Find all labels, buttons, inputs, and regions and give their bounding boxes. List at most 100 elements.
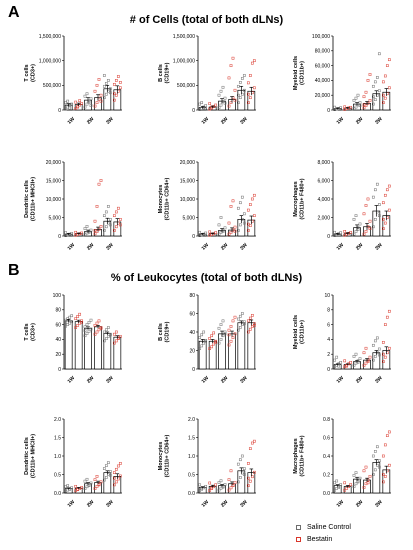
chart-a-4-point xyxy=(102,229,106,232)
chart-a-3-ylabel-line: Myeloid cells xyxy=(293,56,299,90)
chart-a-1-point xyxy=(112,82,116,86)
chart-a-1-point xyxy=(118,86,122,90)
chart-a-3-point xyxy=(383,74,387,78)
chart-a-2-point xyxy=(204,104,208,107)
chart-a-3-point xyxy=(352,107,356,110)
chart-b-5-point xyxy=(238,476,242,479)
chart-a-2-point xyxy=(242,74,246,77)
legend-bestatin-label: Bestatin xyxy=(307,535,333,543)
chart-b-3-point xyxy=(381,360,385,363)
chart-b-6-point xyxy=(383,443,387,447)
chart-b-2-point xyxy=(223,332,227,336)
chart-b-2-ytick-label: 20 xyxy=(189,348,195,354)
chart-a-5-point xyxy=(219,216,223,219)
chart-b-4-point xyxy=(95,475,99,478)
chart-a-2-ytick-label: 500,000 xyxy=(177,83,195,89)
chart-b-4-point xyxy=(83,487,87,490)
chart-b-1-point xyxy=(78,312,82,316)
chart-b-2-point xyxy=(252,322,256,326)
chart-a-1-point xyxy=(116,75,120,78)
chart-b-6-point xyxy=(352,485,356,488)
chart-a-6-point xyxy=(364,230,368,233)
chart-a-2-point xyxy=(198,102,202,106)
chart-b-1-point xyxy=(68,321,72,325)
chart-b-3-point xyxy=(362,351,366,355)
chart-b-6-point xyxy=(343,488,347,492)
chart-a-3-point xyxy=(354,96,358,100)
chart-b-1-point xyxy=(112,332,116,336)
chart-a-5-point xyxy=(233,229,237,233)
chart-b-4-ytick-label: 2.0 xyxy=(54,417,61,423)
chart-a-4-ytick-label: 10,000 xyxy=(46,197,62,203)
legend-item-saline: Saline Control xyxy=(296,521,351,533)
chart-a-1-point xyxy=(108,91,112,95)
chart-a-6-point xyxy=(366,197,370,201)
chart-b-1-point xyxy=(93,323,97,327)
chart-a-4-point xyxy=(118,218,122,221)
chart-a-6-point xyxy=(354,230,358,233)
chart-a-4-point xyxy=(99,225,103,228)
chart-a-4-point xyxy=(114,225,118,229)
chart-a-2-point xyxy=(223,96,227,100)
chart-a-3-ytick-label: 0 xyxy=(327,108,330,114)
chart-a-2-point xyxy=(227,76,231,80)
chart-a-2-point xyxy=(217,106,221,109)
chart-b-2-point xyxy=(233,332,237,336)
chart-b-6-xtick-label: 2W xyxy=(355,499,365,509)
chart-b-5-point xyxy=(229,469,233,473)
chart-a-4-point xyxy=(97,182,101,186)
chart-a-5-point xyxy=(233,225,237,229)
chart-a-1-point xyxy=(70,103,74,106)
chart-b-6-point xyxy=(383,475,387,478)
chart-b-5-ytick-label: 1.5 xyxy=(188,435,195,441)
chart-a-1-point xyxy=(68,106,72,110)
chart-b-1-ytick-label: 0 xyxy=(58,367,61,373)
chart-a-4-xtick-label: 1W xyxy=(67,242,77,252)
chart-b-3-ytick-label: 10 xyxy=(324,293,330,299)
chart-b-3-point xyxy=(345,364,349,368)
chart-a-1-xtick-label: 1W xyxy=(67,116,77,126)
chart-a-4-point xyxy=(118,223,122,227)
chart-a-6-point xyxy=(383,221,387,225)
chart-b-4-point xyxy=(114,480,118,484)
chart-b-5-point xyxy=(223,483,227,486)
chart-b-4-point xyxy=(68,487,72,491)
chart-a-2-point xyxy=(233,98,237,102)
chart-b-4-point xyxy=(118,462,122,465)
chart-b-3-ytick-label: 0 xyxy=(327,367,330,373)
chart-b-6-point xyxy=(333,488,337,492)
chart-a-3-point xyxy=(339,106,343,110)
chart-b-5-point xyxy=(204,484,208,488)
chart-b-2-bar xyxy=(237,322,246,370)
chart-a-2-point xyxy=(219,103,223,107)
chart-a-1-point xyxy=(66,99,70,103)
chart-a-5-point xyxy=(214,231,218,235)
chart-a-1-point xyxy=(102,96,106,100)
chart-b-2-point xyxy=(217,326,221,330)
chart-b-6-point xyxy=(343,481,347,485)
chart-a-1-point xyxy=(80,102,84,105)
chart-a-3-point xyxy=(387,86,391,90)
chart-b-4-point xyxy=(66,484,70,487)
chart-a-5-point xyxy=(250,197,254,201)
chart-b-3-point xyxy=(358,357,362,360)
chart-a-5-point xyxy=(246,222,250,226)
chart-b-4-xtick-label: 3W xyxy=(105,499,115,509)
chart-a-5-ytick-label: 5,000 xyxy=(182,215,195,221)
chart-b-5-ylabel-line: Monocytes xyxy=(158,442,164,471)
chart-b-2-point xyxy=(217,341,221,345)
chart-b-2-point xyxy=(219,323,223,326)
chart-a-6-point xyxy=(339,231,343,235)
chart-a-4-point xyxy=(106,205,110,208)
chart-b-1-point xyxy=(95,321,99,325)
chart-b-3-point xyxy=(373,355,377,358)
chart-a-4-point xyxy=(112,214,116,218)
chart-a-3-ytick-label: 20,000 xyxy=(315,93,331,99)
chart-a-2-point xyxy=(208,102,212,105)
chart-a-3-point xyxy=(366,79,370,82)
chart-b-5-point xyxy=(227,478,231,482)
chart-b-6-point xyxy=(352,474,356,477)
chart-a-1-point xyxy=(95,83,99,87)
chart-a-3-point xyxy=(377,52,381,56)
chart-b-1-point xyxy=(83,329,87,332)
